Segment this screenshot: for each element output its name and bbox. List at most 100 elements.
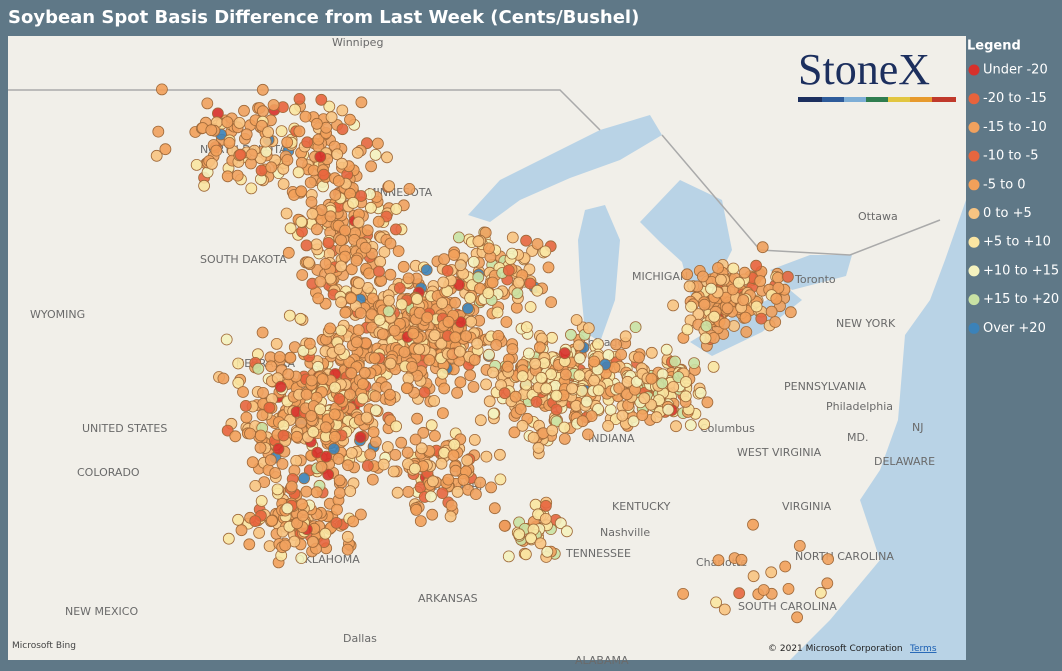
location-dot	[576, 415, 589, 428]
location-dot	[444, 510, 457, 523]
location-dot	[685, 300, 697, 313]
location-dot	[283, 309, 296, 322]
location-dot	[718, 603, 731, 616]
location-dot	[669, 355, 681, 368]
terms-link[interactable]: Terms	[909, 644, 937, 654]
location-dot	[403, 182, 416, 195]
location-dot	[352, 324, 365, 337]
location-dot	[438, 253, 451, 266]
location-dot	[190, 158, 203, 171]
location-dot	[698, 298, 711, 311]
location-dot	[699, 332, 712, 345]
location-dot	[260, 145, 273, 158]
location-dot	[442, 315, 455, 328]
location-dot	[276, 457, 289, 470]
location-dot	[560, 368, 572, 381]
location-dot	[293, 125, 306, 138]
location-dot	[364, 201, 377, 214]
location-dot	[573, 369, 586, 382]
location-dot	[426, 475, 439, 488]
location-dot	[361, 459, 374, 472]
location-dot	[472, 271, 485, 284]
location-dot	[270, 337, 283, 350]
location-dot	[391, 486, 404, 499]
place-label: Nashville	[600, 526, 650, 539]
location-dot	[694, 386, 707, 399]
location-dot	[221, 116, 234, 128]
location-dot	[756, 241, 769, 254]
location-dot	[525, 532, 537, 545]
location-dot	[750, 259, 762, 272]
location-dot	[301, 136, 314, 149]
location-dot	[279, 539, 292, 552]
location-dot	[389, 448, 402, 461]
location-dot	[306, 207, 319, 220]
location-dot	[531, 284, 544, 297]
title: Soybean Spot Basis Difference from Last …	[8, 7, 639, 28]
location-dot	[344, 485, 357, 498]
location-dot	[747, 518, 759, 531]
location-dot	[680, 376, 692, 388]
location-dot	[249, 515, 262, 527]
location-dot	[487, 366, 499, 379]
location-dot	[155, 83, 168, 96]
location-dot	[341, 530, 354, 543]
location-dot	[328, 408, 341, 421]
location-dot	[540, 382, 553, 395]
location-dot	[630, 375, 643, 388]
location-dot	[710, 596, 722, 609]
location-dot	[344, 388, 356, 401]
place-label: MICHIGAN	[632, 270, 688, 283]
location-dot	[524, 301, 537, 313]
location-dot	[506, 343, 519, 356]
location-dot	[636, 409, 649, 422]
location-dot	[660, 343, 673, 356]
location-dot	[493, 448, 506, 461]
location-dot	[524, 277, 537, 290]
location-dot	[407, 327, 420, 340]
location-dot	[424, 490, 437, 503]
location-dot	[582, 322, 595, 335]
location-dot	[698, 418, 710, 431]
location-dot	[480, 450, 493, 463]
location-dot	[449, 331, 462, 344]
location-dot	[558, 432, 571, 445]
location-dot	[295, 416, 308, 429]
location-dot	[371, 137, 384, 150]
location-dot	[656, 377, 669, 390]
location-dot	[284, 351, 297, 364]
location-dot	[512, 276, 525, 289]
location-dot	[310, 486, 323, 499]
location-dot	[384, 268, 397, 281]
location-dot	[369, 404, 382, 417]
country-label: UNITED STATES	[82, 422, 167, 435]
location-dot	[331, 503, 343, 516]
location-dot	[320, 450, 333, 463]
location-dot	[535, 371, 548, 384]
location-dot	[240, 128, 253, 141]
location-dot	[436, 367, 449, 380]
location-dot	[290, 430, 303, 443]
location-dot	[451, 485, 464, 498]
location-dot	[406, 361, 419, 373]
location-dot	[588, 355, 600, 368]
location-dot	[324, 210, 337, 223]
location-dot	[480, 378, 493, 391]
location-dot	[390, 420, 403, 433]
location-dot	[588, 374, 600, 387]
location-dot	[223, 136, 236, 149]
location-dot	[566, 382, 578, 395]
location-dot	[277, 178, 290, 190]
location-dot	[498, 519, 511, 532]
location-dot	[336, 104, 349, 117]
location-dot	[490, 339, 503, 351]
location-dot	[336, 123, 349, 136]
location-dot	[541, 545, 554, 558]
location-dot	[342, 459, 354, 472]
location-dot	[793, 540, 806, 552]
legend-label: Over +20	[983, 321, 1046, 336]
location-dot	[322, 236, 335, 249]
location-dot	[352, 216, 365, 229]
location-dot	[306, 536, 319, 548]
location-dot	[465, 315, 478, 328]
